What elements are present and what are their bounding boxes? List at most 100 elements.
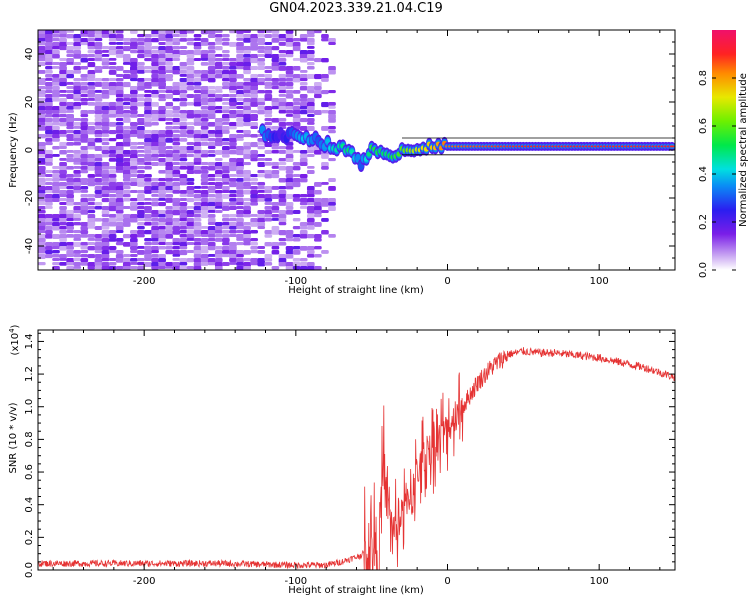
spectrogram-cell [94,190,103,194]
spectrogram-cell [80,234,89,238]
spectrogram-cell [144,46,152,51]
spectrogram-cell [314,150,322,155]
spectrogram-cell [158,182,166,188]
spectrogram-cell [278,218,287,223]
spectrogram-cell [243,242,251,246]
spectrogram-cell [101,134,110,138]
spectrogram-cell [94,174,103,177]
spectrogram-cell [264,198,273,202]
spectrogram-cell [80,82,89,86]
spectrogram-cell [314,94,322,99]
spectrogram-cell [314,182,322,187]
spectrogram-cell [73,206,82,211]
spectrogram-cell [207,114,216,119]
spectrogram-cell [271,170,280,175]
spectrogram-cell [52,218,60,222]
spectrogram-cell [271,246,280,250]
spectrogram-cell [250,258,259,264]
spectrogram-cell [264,122,273,126]
spectrogram-cell [306,206,315,211]
spectrogram-cell [73,150,82,154]
spectrogram-cell [186,94,195,99]
spectrogram-cell [38,178,46,183]
spectrogram-cell [257,186,266,190]
spectrogram-cell [66,186,74,190]
spectrogram-cell [257,162,266,168]
spectrogram-cell [236,98,244,102]
spectrogram-cell [285,30,294,34]
spectrogram-cell [186,182,195,185]
spectrogram-cell [222,206,230,211]
spectrogram-cell [38,202,46,206]
spectrogram-cell [66,222,74,227]
spectrogram-cell [101,126,110,131]
spectrogram-cell [45,110,53,115]
spectrogram-cell [87,234,96,238]
spectrogram-cell [214,42,223,45]
spectrogram-cell [214,38,223,42]
spectrogram-cell [200,122,209,127]
spectrogram-cell [186,54,195,59]
spectrogram-cell [257,46,266,50]
spectrogram-cell [165,182,174,188]
spectrogram-cell [66,110,74,113]
spectrogram-cell [45,50,53,55]
spectrogram-cell [250,82,259,88]
spectrogram-cell [292,38,301,42]
spectrogram-cell [179,134,188,138]
spectrogram-cell [108,214,117,218]
spectrogram-cell [94,186,103,191]
spectrogram-cell [144,206,152,211]
spectrogram-cell [66,82,74,85]
spectrogram-cell [292,66,301,71]
spectrogram-cell [193,78,202,83]
spectrogram-cell [271,38,280,43]
y-tick-label: 0 [24,147,35,153]
spectrogram-cell [115,74,124,77]
spectrogram-cell [179,230,188,234]
spectrogram-cell [101,146,110,151]
spectrogram-cell [52,46,60,50]
spectrogram-cell [151,158,159,161]
spectrogram-cell [229,250,237,256]
spectrogram-cell [80,246,89,250]
spectrogram-cell [186,122,195,126]
spectrogram-cell [38,46,46,51]
spectrogram-cell [222,114,230,119]
spectrogram-cell [137,150,145,153]
spectrogram-cell [137,202,145,206]
spectrogram-cell [137,66,145,71]
spectrogram-cell [52,194,60,199]
spectrogram-cell [137,222,145,226]
spectrogram-cell [101,262,110,268]
spectrogram-cell [207,258,216,264]
spectrogram-cell [214,134,223,138]
spectrogram-cell [243,130,251,135]
spectrogram-cell [38,90,46,96]
spectrogram-cell [257,62,266,66]
spectrogram-cell [257,38,266,43]
spectrogram-cell [193,170,202,174]
spectrogram-cell [236,214,244,218]
spectrogram-cell [101,102,110,107]
spectrogram-cell [179,126,188,130]
spectrogram-cell [158,198,166,201]
spectrogram-cell [243,106,251,111]
spectrogram-cell [257,226,266,229]
spectrogram-cell [80,250,89,254]
spectrogram-cell [271,106,280,110]
spectrogram-cell [38,118,46,123]
spectrogram-cell [179,150,188,155]
spectrogram-cell [328,234,336,238]
spectrogram-cell [285,106,294,110]
spectrogram-cell [94,158,103,162]
spectrogram-cell [285,250,294,255]
spectrogram-cell [172,90,181,96]
spectrogram-cell [328,118,336,123]
spectrogram-cell [137,214,145,219]
spectrogram-cell [73,38,82,42]
spectrogram-cell [66,242,74,246]
spectrogram-cell [207,166,216,171]
spectrogram-cell [144,238,152,242]
spectrogram-cell [130,66,138,72]
